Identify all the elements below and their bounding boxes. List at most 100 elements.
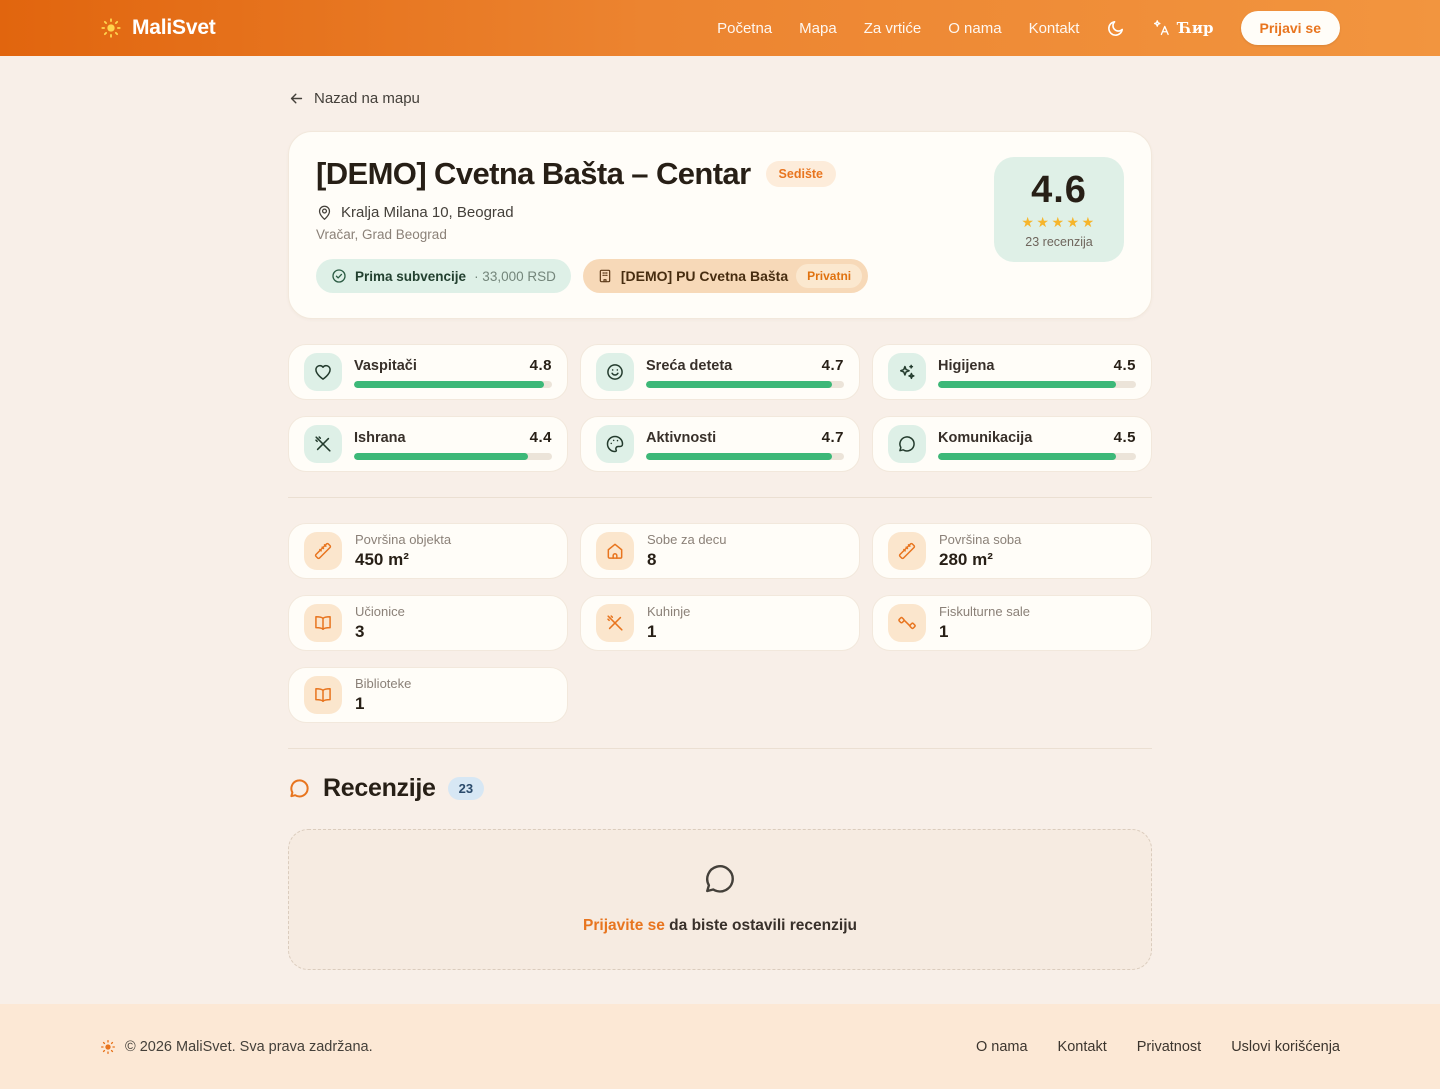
book-icon — [304, 676, 342, 715]
footer-copyright: © 2026 MaliSvet. Sva prava zadržana. — [125, 1038, 373, 1055]
subsidy-label: Prima subvencije — [355, 268, 467, 284]
rating-label: Higijena — [938, 357, 995, 374]
stat-value: 1 — [355, 694, 365, 714]
arrow-left-icon — [288, 90, 305, 107]
stat-label: Kuhinje — [647, 604, 691, 620]
stat-card: Sobe za decu 8 — [580, 523, 860, 580]
stat-label: Biblioteke — [355, 676, 412, 692]
nav-item-o-nama[interactable]: O nama — [948, 19, 1002, 37]
facility-stats-grid: Površina objekta 450 m² Sobe za decu 8 P… — [288, 523, 1152, 724]
dumbbell-icon — [888, 604, 926, 643]
building-icon — [597, 268, 613, 284]
heart-icon — [304, 353, 342, 392]
facility-info: [DEMO] Cvetna Bašta – Centar Sedište Kra… — [316, 156, 869, 294]
check-circle-icon — [331, 268, 347, 284]
stat-value: 1 — [939, 622, 949, 642]
signin-button[interactable]: Prijavi se — [1240, 11, 1340, 45]
facility-municipality: Vračar, Grad Beograd — [316, 227, 447, 243]
footer-link-kontakt[interactable]: Kontakt — [1057, 1038, 1107, 1055]
rating-label: Komunikacija — [938, 429, 1033, 446]
network-name: [DEMO] PU Cvetna Bašta — [620, 268, 789, 285]
back-link-label: Nazad na mapu — [314, 90, 420, 107]
rating-value: 4.7 — [821, 428, 844, 446]
facility-address: Kralja Milana 10, Beograd — [341, 204, 514, 222]
ruler-icon — [304, 532, 342, 571]
site-footer: © 2026 MaliSvet. Sva prava zadržana. O n… — [0, 1004, 1440, 1089]
rating-card: Komunikacija 4.5 — [872, 416, 1152, 473]
nav-item-pocetna[interactable]: Početna — [717, 19, 773, 37]
site-header: MaliSvet Početna Mapa Za vrtiće O nama K… — [0, 0, 1440, 56]
rating-card: Ishrana 4.4 — [288, 416, 568, 473]
chat-bubble-icon — [888, 425, 926, 464]
reviews-count-label: 23 recenzija — [1025, 234, 1093, 249]
book-icon — [304, 604, 342, 643]
signin-to-review-link[interactable]: Prijavite se — [583, 917, 665, 935]
overall-rating-score: 4.6 — [1031, 169, 1087, 211]
subsidy-badge: Prima subvencije · 33,000 RSD — [316, 259, 571, 294]
reviews-title: Recenzije — [323, 774, 436, 803]
review-cta-text: Prijavite se da biste ostavili recenziju — [309, 917, 1131, 935]
stat-value: 3 — [355, 622, 365, 642]
logo[interactable]: MaliSvet — [100, 16, 216, 40]
utensils-icon — [596, 604, 634, 643]
rating-label: Sreća deteta — [646, 357, 733, 374]
footer-link-uslovi[interactable]: Uslovi korišćenja — [1231, 1038, 1340, 1055]
footer-link-o-nama[interactable]: O nama — [975, 1038, 1028, 1055]
network-badge[interactable]: [DEMO] PU Cvetna Bašta Privatni — [582, 259, 869, 294]
nav-item-kontakt[interactable]: Kontakt — [1028, 19, 1080, 37]
category-ratings-grid: Vaspitači 4.8 Sreća deteta 4.7 Higijena … — [288, 344, 1152, 473]
stat-card: Kuhinje 1 — [580, 595, 860, 652]
nav-item-za-vrtice[interactable]: Za vrtiće — [863, 19, 922, 37]
stat-label: Sobe za decu — [647, 532, 727, 548]
rating-value: 4.8 — [529, 356, 552, 374]
utensils-icon — [304, 425, 342, 464]
stat-card: Učionice 3 — [288, 595, 568, 652]
rating-bar-track — [938, 380, 1136, 388]
rating-bar-track — [938, 452, 1136, 460]
facility-type-badge: Sedište — [765, 161, 837, 188]
stat-card: Biblioteke 1 — [288, 667, 568, 724]
stat-label: Površina objekta — [355, 532, 452, 548]
palette-icon — [596, 425, 634, 464]
main-nav: Početna Mapa Za vrtiće O nama Kontakt Ћи… — [717, 11, 1340, 45]
translate-icon — [1152, 19, 1170, 37]
rating-value: 4.7 — [821, 356, 844, 374]
chat-bubble-icon — [702, 861, 738, 897]
language-switcher[interactable]: Ћир — [1152, 19, 1214, 37]
stat-value: 1 — [647, 622, 657, 642]
logo-text: MaliSvet — [132, 16, 216, 39]
stat-value: 8 — [647, 550, 657, 570]
divider — [288, 497, 1152, 499]
review-cta-box: Prijavite se da biste ostavili recenziju — [288, 829, 1152, 971]
footer-link-privatnost[interactable]: Privatnost — [1136, 1038, 1202, 1055]
facility-title: [DEMO] Cvetna Bašta – Centar — [316, 156, 751, 191]
moon-icon — [1106, 19, 1125, 38]
stat-label: Učionice — [355, 604, 405, 620]
sun-icon — [100, 17, 122, 39]
sun-icon — [100, 1039, 116, 1055]
rating-bar-fill — [354, 380, 545, 388]
chat-bubble-icon — [288, 777, 311, 800]
rating-card: Vaspitači 4.8 — [288, 344, 568, 401]
home-icon — [596, 532, 634, 571]
nav-item-mapa[interactable]: Mapa — [799, 19, 837, 37]
rating-value: 4.5 — [1113, 428, 1136, 446]
rating-value: 4.5 — [1113, 356, 1136, 374]
smile-icon — [596, 353, 634, 392]
rating-card: Sreća deteta 4.7 — [580, 344, 860, 401]
rating-bar-fill — [938, 380, 1117, 388]
review-cta-suffix: da biste ostavili recenziju — [664, 917, 857, 935]
rating-card: Aktivnosti 4.7 — [580, 416, 860, 473]
stat-card: Površina soba 280 m² — [872, 523, 1152, 580]
rating-bar-fill — [646, 452, 833, 460]
rating-bar-fill — [646, 380, 833, 388]
theme-toggle-button[interactable] — [1106, 19, 1125, 38]
location-pin-icon — [316, 204, 333, 221]
rating-bar-fill — [938, 452, 1117, 460]
footer-links: O nama Kontakt Privatnost Uslovi korišće… — [976, 1039, 1340, 1055]
rating-bar-track — [646, 452, 844, 460]
back-to-map-link[interactable]: Nazad na mapu — [288, 90, 420, 107]
stat-value: 450 m² — [355, 550, 409, 570]
rating-bar-track — [646, 380, 844, 388]
rating-bar-track — [354, 452, 552, 460]
